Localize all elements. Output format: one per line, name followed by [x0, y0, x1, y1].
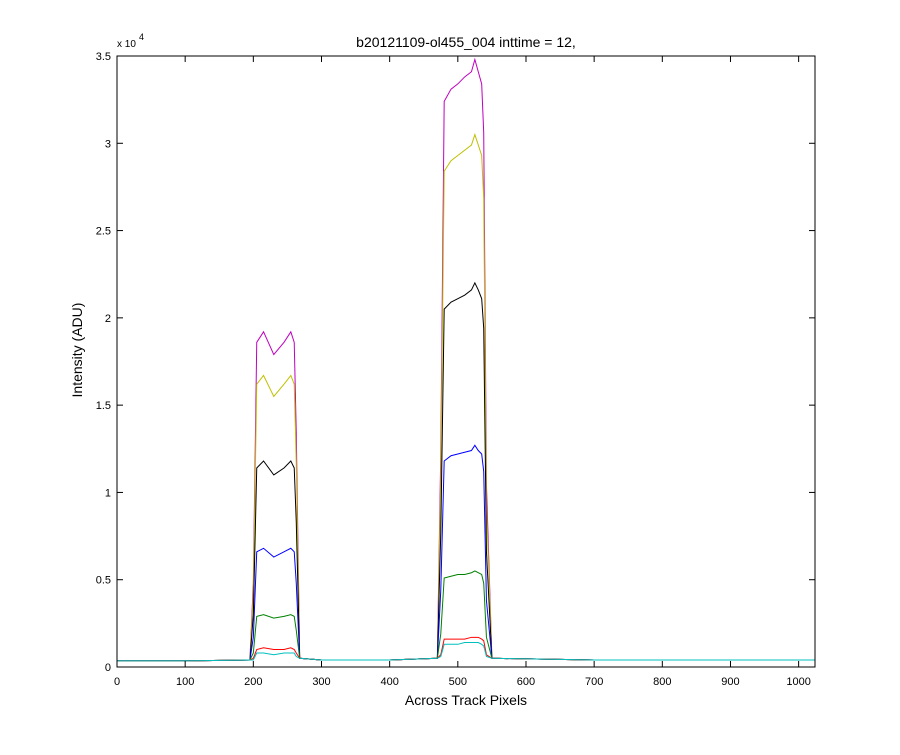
chart-title: b20121109-ol455_004 inttime = 12,	[356, 34, 576, 50]
x-tick-label: 1000	[786, 676, 810, 688]
x-tick-label: 600	[517, 676, 535, 688]
y-exponent-base: x 10	[117, 39, 136, 50]
y-axis-label: Intensity (ADU)	[69, 303, 85, 398]
y-tick-label: 0.5	[96, 575, 111, 587]
data-line	[117, 642, 815, 662]
x-tick-label: 0	[114, 676, 120, 688]
y-exponent: 4	[139, 32, 144, 42]
y-tick-label: 2	[105, 313, 111, 325]
x-tick-label: 400	[380, 676, 398, 688]
y-tick-label: 3.5	[96, 51, 111, 63]
x-axis-label: Across Track Pixels	[405, 692, 527, 708]
y-tick-label: 3	[105, 138, 111, 150]
x-tick-label: 800	[653, 676, 671, 688]
x-tick-label: 700	[585, 676, 603, 688]
y-tick-label: 0	[105, 662, 111, 674]
x-tick-label: 300	[312, 676, 330, 688]
x-tick-label: 100	[176, 676, 194, 688]
plot-frame	[116, 55, 816, 668]
y-tick-label: 1	[105, 487, 111, 499]
x-tick-label: 500	[449, 676, 467, 688]
x-tick-label: 900	[721, 676, 739, 688]
y-tick-label: 2.5	[96, 226, 111, 238]
y-tick-label: 1.5	[96, 400, 111, 412]
x-tick-label: 200	[244, 676, 262, 688]
